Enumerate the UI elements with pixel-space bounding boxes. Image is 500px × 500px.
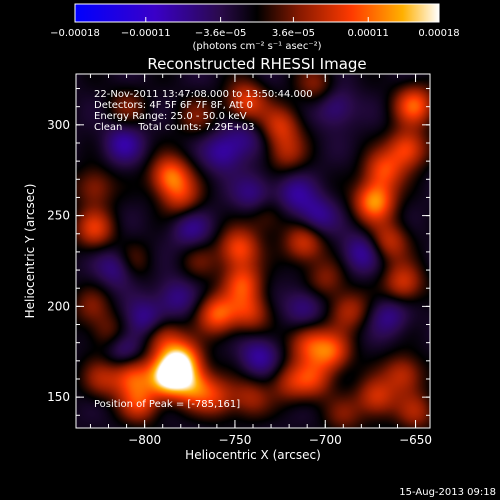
colorbar-tick-label: 0.00011 — [348, 28, 389, 39]
footer-timestamp: 15-Aug-2013 09:18 — [399, 487, 496, 498]
colorbar-unit-label: (photons cm⁻² s⁻¹ asec⁻²) — [192, 41, 321, 52]
y-axis-label: Heliocentric Y (arcsec) — [23, 184, 37, 319]
colorbar-tick-label: −0.00018 — [50, 28, 100, 39]
peak-position-label: Position of Peak = [-785,161] — [94, 399, 240, 410]
x-tick-label: −750 — [218, 433, 251, 447]
y-tick-label: 200 — [47, 299, 70, 313]
x-axis-label: Heliocentric X (arcsec) — [185, 448, 321, 462]
colorbar-tick-label: −3.6e−05 — [195, 28, 247, 39]
heatmap-image — [76, 74, 430, 428]
y-tick-label: 250 — [47, 209, 70, 223]
annotation-block: 22-Nov-2011 13:47:08.000 to 13:50:44.000… — [94, 89, 313, 133]
annotation-time-range: 22-Nov-2011 13:47:08.000 to 13:50:44.000 — [94, 89, 313, 100]
heatmap-canvas — [76, 74, 430, 428]
colorbar-tick-label: −0.00011 — [121, 28, 171, 39]
x-tick-label: −800 — [128, 433, 161, 447]
colorbar-ticks: −0.00018 −0.00011 −3.6e−05 3.6e−05 0.00011 0.… — [50, 17, 460, 39]
x-tick-label: −700 — [309, 433, 342, 447]
annotation-total-counts: Clean Total counts: 7.29E+03 — [94, 122, 254, 133]
chart-title: Reconstructed RHESSI Image — [147, 55, 366, 73]
annotation-detectors: Detectors: 4F 5F 6F 7F 8F, Att 0 — [94, 100, 253, 111]
y-tick-label: 150 — [47, 390, 70, 404]
x-axis: −800 −750 −700 −650 — [89, 74, 432, 447]
colorbar: −0.00018 −0.00011 −3.6e−05 3.6e−05 0.00011 0.… — [50, 3, 460, 52]
y-tick-label: 300 — [47, 118, 70, 132]
colorbar-gradient — [74, 3, 440, 23]
annotation-energy-range: Energy Range: 25.0 - 50.0 keV — [94, 111, 247, 122]
x-tick-label: −650 — [399, 433, 432, 447]
colorbar-tick-label: 3.6e−05 — [272, 28, 315, 39]
y-axis: 150 200 250 300 — [47, 88, 430, 416]
colorbar-tick-label: 0.00018 — [418, 28, 459, 39]
